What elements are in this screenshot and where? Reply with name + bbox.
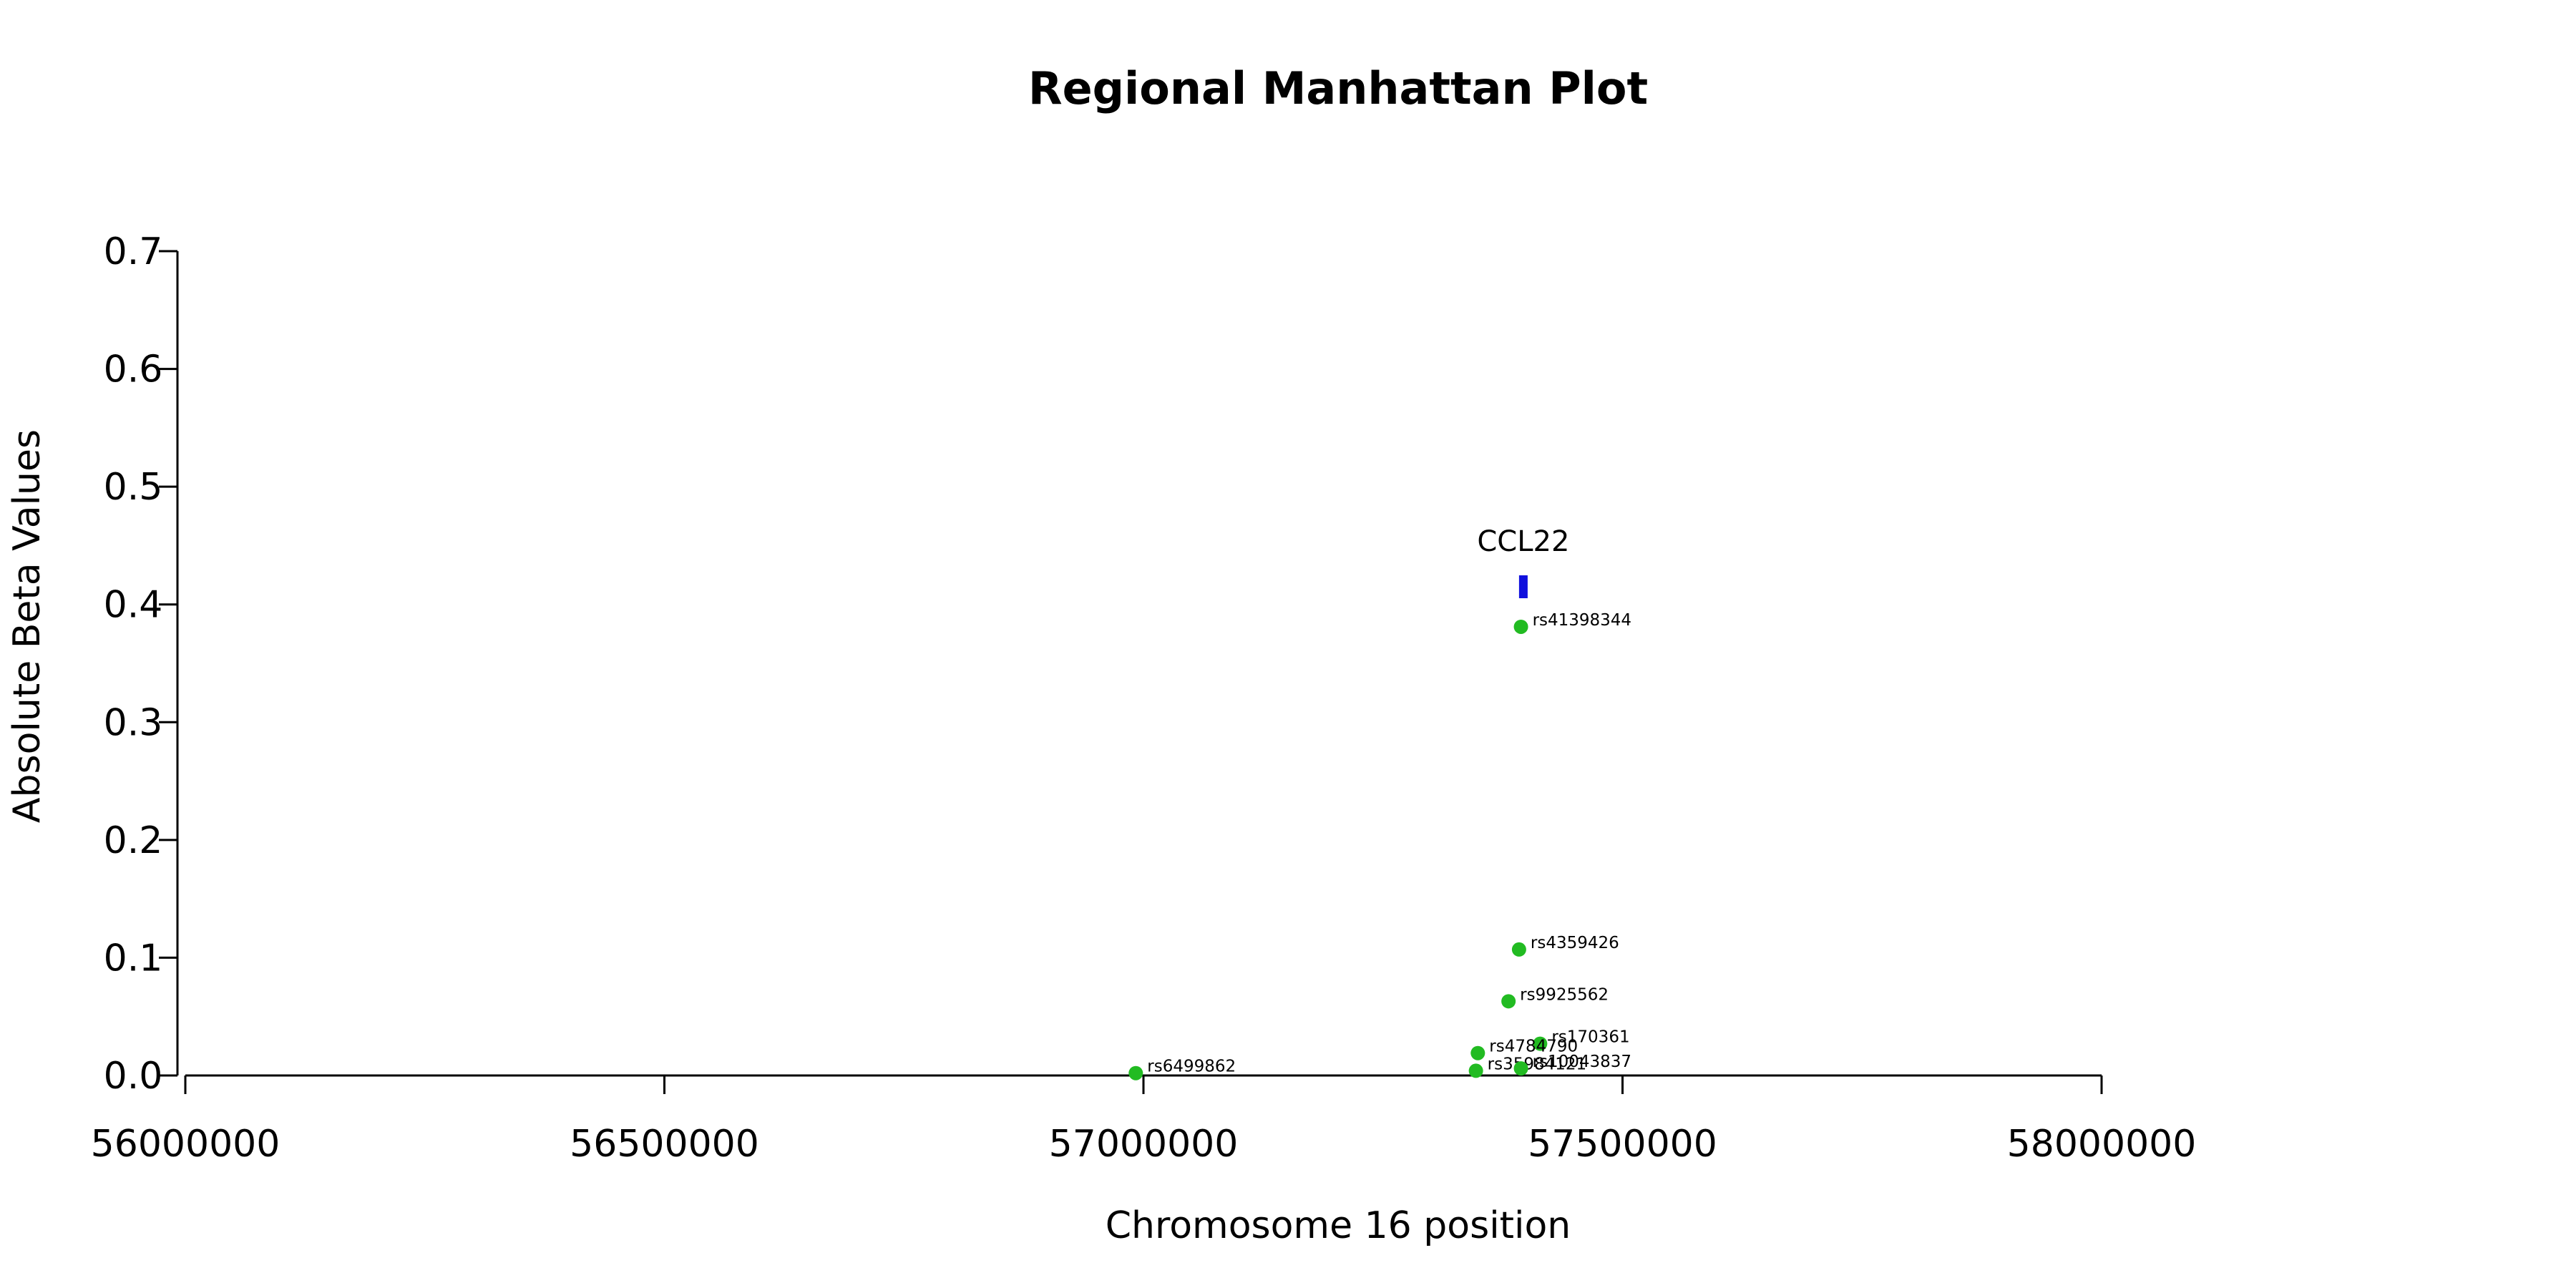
x-tick-label: 58000000: [2007, 1123, 2197, 1166]
gene-bar: [1518, 575, 1528, 599]
snp-point: [1511, 942, 1526, 957]
snp-label: rs170361: [1551, 1028, 1629, 1047]
snp-point: [1128, 1065, 1143, 1080]
x-tick-label: 57000000: [1049, 1123, 1239, 1166]
y-tick-label: 0.1: [104, 937, 163, 980]
y-tick-label: 0.3: [104, 701, 163, 744]
snp-point: [1470, 1045, 1485, 1060]
snp-point: [1513, 1061, 1528, 1076]
snp-label: rs6499862: [1147, 1058, 1236, 1076]
y-tick-label: 0.4: [104, 584, 163, 627]
snp-point: [1533, 1036, 1548, 1051]
chart-title: Regional Manhattan Plot: [1028, 62, 1648, 114]
snp-points: rs41398344 rs4359426 rs9925562 rs170361rs47…: [1128, 611, 1631, 1080]
y-tick-label: 0.0: [104, 1055, 163, 1098]
snp-label: rs4359426: [1531, 934, 1619, 952]
gene-track: CCL22: [1477, 525, 1569, 599]
y-axis-label: Absolute Beta Values: [6, 429, 49, 823]
x-tick-label: 57500000: [1528, 1123, 1717, 1166]
snp-point: [1468, 1063, 1483, 1078]
y-tick-label: 0.5: [104, 466, 163, 509]
x-axis: 56000000 56500000 57000000 57500000 58000000: [91, 1074, 2197, 1166]
snp-point: [1501, 994, 1516, 1009]
snp-label: rs41398344: [1533, 611, 1632, 630]
x-tick-label: 56500000: [570, 1123, 759, 1166]
snp-label: rs35984121: [1488, 1055, 1587, 1073]
snp-label: rs9925562: [1520, 985, 1609, 1004]
gene-label: CCL22: [1477, 525, 1569, 558]
x-axis-label: Chromosome 16 position: [1106, 1204, 1571, 1247]
y-tick-label: 0.6: [104, 348, 163, 391]
snp-label: rs4784790: [1489, 1038, 1578, 1056]
y-tick-label: 0.7: [104, 230, 163, 273]
y-tick-label: 0.2: [104, 819, 163, 862]
snp-label: rs10043837: [1533, 1053, 1632, 1071]
y-axis: 0.0 0.1 0.2 0.3 0.4 0.5 0.6 0.7: [104, 230, 179, 1098]
x-tick-label: 56000000: [91, 1123, 280, 1166]
snp-point: [1513, 619, 1528, 634]
